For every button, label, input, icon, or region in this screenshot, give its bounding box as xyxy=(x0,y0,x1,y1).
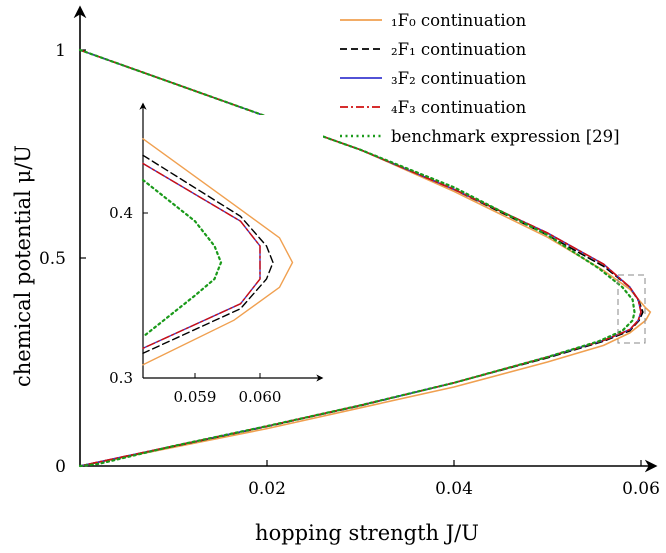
legend-label: ₁F₀ continuation xyxy=(391,11,527,30)
legend-label: benchmark expression [29] xyxy=(391,127,620,146)
inset-y-tick-label: 0.4 xyxy=(109,204,133,222)
legend: ₁F₀ continuation ₂F₁ continuation ₃F₂ cont… xyxy=(340,11,620,146)
inset-plot: 0.059 0.060 0.3 0.4 xyxy=(109,102,324,406)
x-tick-label: 0.04 xyxy=(435,479,473,499)
inset-x-tick-label: 0.060 xyxy=(239,388,282,406)
x-axis-label: hopping strength J/U xyxy=(255,521,479,545)
inset-series-line-1 xyxy=(142,138,294,366)
y-tick-label: 0 xyxy=(55,457,66,477)
inset-y-tick-label: 0.3 xyxy=(109,369,133,387)
y-tick-label: 0.5 xyxy=(39,249,66,269)
x-ticks: 0.02 0.04 0.06 xyxy=(248,460,660,499)
series-line-5 xyxy=(78,48,636,468)
y-tick-label: 1 xyxy=(55,41,66,61)
inset-series-line-2 xyxy=(142,154,274,354)
inset-series-line-5 xyxy=(141,178,223,338)
series-group xyxy=(78,48,652,468)
x-tick-label: 0.02 xyxy=(248,479,286,499)
legend-label: ₄F₃ continuation xyxy=(391,98,527,117)
inset-y-ticks: 0.3 0.4 xyxy=(109,204,148,387)
inset-series-group xyxy=(141,138,294,366)
legend-label: ₃F₂ continuation xyxy=(391,69,527,88)
x-tick-label: 0.06 xyxy=(622,479,660,499)
y-axis-label: chemical potential μ/U xyxy=(11,145,35,387)
y-ticks: 00.51 xyxy=(39,41,86,477)
inset-x-ticks: 0.059 0.060 xyxy=(174,373,282,406)
legend-label: ₂F₁ continuation xyxy=(391,40,527,59)
zoom-region-box xyxy=(617,274,646,344)
inset-x-tick-label: 0.059 xyxy=(174,388,217,406)
inset-series-line-4 xyxy=(142,162,261,349)
